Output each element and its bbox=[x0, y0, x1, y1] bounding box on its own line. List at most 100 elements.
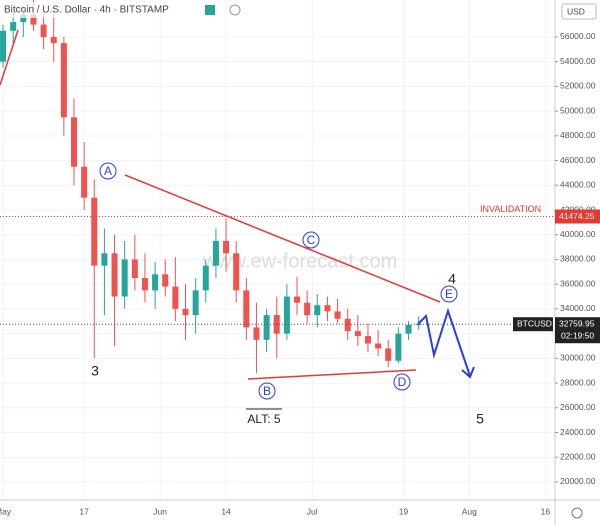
header-title: Bitcoin / U.S. Dollar · 4h · BITSTAMP bbox=[4, 5, 169, 16]
candle-body bbox=[10, 22, 17, 31]
candles bbox=[0, 0, 422, 374]
wave-label: D bbox=[398, 375, 407, 389]
candle-body bbox=[354, 331, 361, 337]
candle-body bbox=[243, 290, 250, 328]
candle-body bbox=[91, 197, 98, 266]
price-tag-label: 41474.25 bbox=[559, 211, 595, 221]
candle-body bbox=[172, 286, 179, 309]
candle-body bbox=[415, 324, 422, 326]
y-tick-label: 38000.00 bbox=[560, 254, 596, 264]
axes: 20000.00 22000.00 24000.00 26000.00 28000.00… bbox=[0, 31, 600, 516]
wave-circle bbox=[258, 382, 276, 400]
y-tick-label: 44000.00 bbox=[560, 180, 596, 190]
wave-label: E bbox=[445, 287, 453, 301]
candle-body bbox=[364, 336, 371, 344]
candle-body bbox=[405, 324, 412, 334]
price-tag bbox=[555, 209, 600, 224]
y-tick-label: 36000.00 bbox=[560, 278, 596, 288]
candle-body bbox=[81, 166, 88, 198]
candle-body bbox=[192, 290, 199, 316]
settings-icon[interactable] bbox=[571, 507, 583, 519]
y-tick-label: 22000.00 bbox=[560, 451, 596, 461]
candle-body bbox=[375, 343, 382, 349]
y-tick-label: 50000.00 bbox=[560, 105, 596, 115]
y-tick-label: 56000.00 bbox=[560, 31, 596, 41]
candle-body bbox=[202, 265, 209, 291]
y-tick-label: 46000.00 bbox=[560, 155, 596, 165]
wave-label: 3 bbox=[91, 363, 99, 379]
candle-body bbox=[162, 274, 169, 287]
header-bg bbox=[0, 2, 240, 18]
candle-body bbox=[0, 30, 7, 62]
wave-label: 5 bbox=[476, 411, 484, 427]
wave-label: 4 bbox=[448, 271, 456, 287]
candle-body bbox=[385, 348, 392, 361]
candle-body bbox=[212, 240, 219, 266]
candle-body bbox=[60, 43, 67, 118]
projection-path bbox=[417, 307, 471, 377]
wave-label: B bbox=[263, 384, 271, 398]
candle-body bbox=[40, 24, 47, 37]
candle-body bbox=[141, 277, 148, 291]
invalidation-text: INVALIDATION bbox=[480, 204, 541, 214]
wave-circle bbox=[440, 285, 458, 303]
candle-body bbox=[314, 305, 321, 316]
candle-body bbox=[152, 274, 159, 291]
candle-body bbox=[344, 318, 351, 332]
candle-body bbox=[131, 259, 138, 278]
candle-body bbox=[101, 253, 108, 266]
candle-body bbox=[283, 296, 290, 334]
x-tick-label: Jun bbox=[153, 506, 167, 516]
wave-label: C bbox=[307, 233, 316, 247]
candle-body bbox=[71, 117, 77, 167]
y-tick-label: 30000.00 bbox=[560, 353, 596, 363]
symbol-label: BTCUSD bbox=[517, 318, 552, 328]
watermark: www.ew-forecast.com bbox=[202, 250, 398, 272]
currency-label[interactable]: USD bbox=[567, 6, 585, 16]
candle-body bbox=[395, 333, 402, 361]
annotations: A B C D E 4 3 5 ALT: 5 bbox=[0, 29, 484, 427]
candle-body bbox=[253, 327, 260, 340]
candle-body bbox=[334, 311, 341, 319]
y-tick-label: 20000.00 bbox=[560, 476, 596, 486]
candle-body bbox=[20, 14, 27, 23]
x-tick-label: May bbox=[0, 506, 12, 516]
candle-body bbox=[223, 240, 230, 254]
status-icon bbox=[205, 5, 215, 15]
wave-label: A bbox=[104, 164, 112, 178]
countdown: 02:19:50 bbox=[561, 330, 594, 340]
y-tick-label: 34000.00 bbox=[560, 303, 596, 313]
candle-body bbox=[294, 296, 301, 303]
candle-body bbox=[111, 253, 118, 297]
candle-body bbox=[233, 253, 240, 291]
y-tick-label: 40000.00 bbox=[560, 229, 596, 239]
y-tick-label: 26000.00 bbox=[560, 402, 596, 412]
candle-body bbox=[263, 315, 270, 340]
x-tick-label: 19 bbox=[399, 506, 409, 516]
symbol-tag bbox=[513, 317, 553, 332]
wave-circle bbox=[393, 373, 411, 391]
upper-trend-line bbox=[124, 174, 441, 303]
wave-circle bbox=[302, 231, 320, 249]
y-tick-label: 28000.00 bbox=[560, 377, 596, 387]
x-tick-label: 16 bbox=[541, 506, 551, 516]
price-tag-label: 32759.95 bbox=[559, 318, 595, 328]
candle-body bbox=[304, 302, 311, 316]
y-tick-label: 54000.00 bbox=[560, 56, 596, 66]
candle-body bbox=[324, 305, 331, 312]
candle-body bbox=[121, 259, 128, 297]
y-tick-label: 52000.00 bbox=[560, 81, 596, 91]
candle-body bbox=[182, 308, 189, 316]
x-tick-label: Jul bbox=[307, 506, 318, 516]
wave-circle bbox=[99, 162, 117, 180]
candle-body bbox=[30, 14, 37, 25]
currency-select[interactable] bbox=[561, 3, 597, 20]
projection-arrow bbox=[461, 366, 475, 379]
status-icon bbox=[229, 4, 241, 16]
y-tick-label: 42000.00 bbox=[560, 204, 596, 214]
price-tag bbox=[555, 317, 600, 344]
x-tick-label: 17 bbox=[79, 506, 89, 516]
grid bbox=[0, 0, 555, 500]
